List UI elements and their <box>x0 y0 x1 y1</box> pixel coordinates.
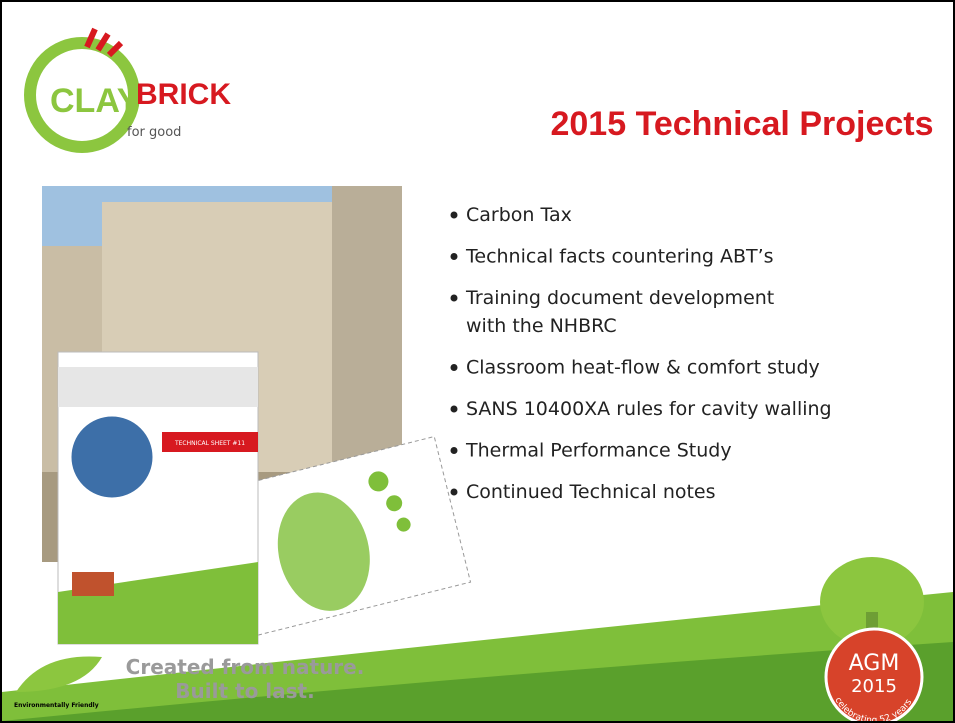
logo-text: BRICK <box>136 78 231 111</box>
slide: CLAY BRICK for good 2015 Technical Proje… <box>0 0 955 723</box>
slide-art: CLAY BRICK for good 2015 Technical Proje… <box>2 2 953 721</box>
bullet-dot <box>451 447 458 454</box>
bullet-dot <box>451 295 458 302</box>
tech-sheet-heading: TECHNICAL SHEET #11 <box>174 440 245 447</box>
bullet-dot <box>451 212 458 219</box>
bullet-dot <box>451 253 458 260</box>
agm-label: AGM <box>849 651 900 676</box>
bullet-text: Classroom heat-flow & comfort study <box>466 357 820 379</box>
slogan: Created from nature. <box>126 655 365 679</box>
bullet-dot <box>451 364 458 371</box>
bullet-text: Training document development <box>465 287 774 309</box>
bullet-list: Carbon Tax Technical facts countering ABT… <box>451 204 832 503</box>
bullet-dot <box>451 406 458 413</box>
eco-label: Environmentally Friendly <box>14 702 99 709</box>
bullet-dot <box>451 489 458 496</box>
bullet-text: SANS 10400XA rules for cavity walling <box>466 398 832 420</box>
bullet-text: Technical facts countering ABT’s <box>465 246 774 268</box>
logo-tagline: for good <box>127 125 181 140</box>
bullet-text: with the NHBRC <box>466 315 617 337</box>
bullet-text: Thermal Performance Study <box>465 440 732 462</box>
bullet-text: Continued Technical notes <box>466 481 716 503</box>
slogan: Built to last. <box>175 679 314 703</box>
bullet-text: Carbon Tax <box>466 204 572 226</box>
tech-sheet-photo <box>70 415 154 499</box>
tech-sheet-band <box>58 367 258 407</box>
agm-year: 2015 <box>851 676 897 697</box>
slide-title: 2015 Technical Projects <box>550 105 933 143</box>
brick <box>72 572 114 596</box>
logo-text: CLAY <box>50 82 140 120</box>
